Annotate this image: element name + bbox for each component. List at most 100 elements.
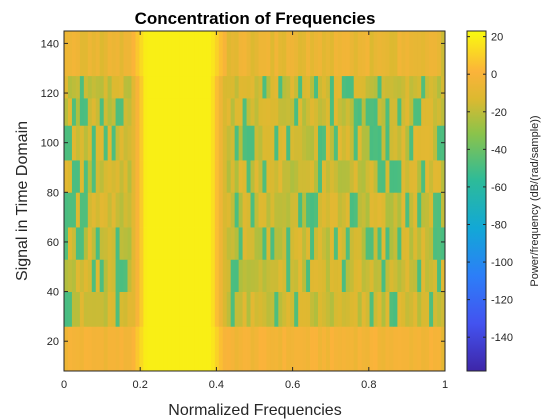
heatmap-cell <box>147 75 152 99</box>
heatmap-cell <box>95 227 101 260</box>
heatmap-cell <box>405 98 410 126</box>
heatmap-cell <box>107 125 113 161</box>
heatmap-cell <box>218 192 224 228</box>
heatmap-cell <box>385 125 390 161</box>
heatmap-cell <box>91 98 97 126</box>
heatmap-cell <box>202 259 208 292</box>
heatmap-cell <box>425 326 430 372</box>
heatmap-cell <box>274 125 279 161</box>
heatmap-cell <box>79 160 85 193</box>
heatmap-cell <box>302 75 307 99</box>
heatmap-cell <box>429 75 434 99</box>
heatmap-cell <box>397 259 402 292</box>
heatmap-cell <box>111 160 116 193</box>
heatmap-cells <box>64 31 446 372</box>
heatmap-cell <box>345 160 351 193</box>
heatmap-cell <box>87 125 93 161</box>
heatmap-cell <box>147 259 152 292</box>
heatmap-cell <box>103 31 109 77</box>
heatmap-cell <box>99 75 105 99</box>
heatmap-cell <box>437 98 442 126</box>
heatmap-cell <box>246 227 251 260</box>
heatmap-cell <box>409 227 414 260</box>
heatmap-cell <box>401 75 406 99</box>
heatmap-cell <box>401 227 406 260</box>
heatmap-cell <box>151 227 156 260</box>
heatmap-cell <box>218 31 224 77</box>
heatmap-cell <box>95 192 101 228</box>
heatmap-cell <box>393 291 398 327</box>
heatmap-cell <box>290 192 295 228</box>
heatmap-cell <box>163 227 168 260</box>
heatmap-cell <box>167 98 172 126</box>
heatmap-cell <box>417 160 422 193</box>
heatmap-cell <box>389 75 394 99</box>
heatmap-cell <box>258 160 263 193</box>
colorbar <box>466 30 487 372</box>
heatmap-cell <box>242 31 247 77</box>
heatmap-cell <box>262 227 267 260</box>
heatmap-cell <box>385 98 390 126</box>
heatmap-cell <box>302 259 307 292</box>
heatmap-cell <box>357 31 363 77</box>
heatmap-cell <box>333 192 339 228</box>
heatmap-cell <box>365 192 370 228</box>
heatmap-cell <box>194 160 200 193</box>
heatmap-cell <box>258 326 263 372</box>
colorbar-label: Power/frequency (dB/(rad/sample)) <box>529 115 541 286</box>
x-tick-label: 0.2 <box>133 379 148 391</box>
heatmap-cell <box>413 125 418 161</box>
heatmap-cell <box>159 291 164 327</box>
heatmap-cell <box>258 31 263 77</box>
heatmap-cell <box>167 326 172 372</box>
heatmap-cell <box>206 259 212 292</box>
heatmap-cell <box>401 31 406 77</box>
heatmap-cell <box>67 192 73 228</box>
heatmap-cell <box>115 160 120 193</box>
heatmap-cell <box>83 326 89 372</box>
heatmap-cell <box>183 259 188 292</box>
heatmap-cell <box>385 75 390 99</box>
heatmap-cell <box>349 98 355 126</box>
heatmap-cell <box>437 31 442 77</box>
heatmap-cell <box>425 98 430 126</box>
heatmap-cell <box>79 259 85 292</box>
heatmap-cell <box>202 192 208 228</box>
heatmap-cell <box>139 125 144 161</box>
heatmap-cell <box>429 160 434 193</box>
heatmap-cell <box>389 326 394 372</box>
heatmap-cell <box>369 192 374 228</box>
heatmap-cell <box>349 160 355 193</box>
heatmap-cell <box>151 75 156 99</box>
heatmap-cell <box>222 160 228 193</box>
heatmap-cell <box>381 192 386 228</box>
heatmap-cell <box>127 326 132 372</box>
heatmap-cell <box>282 31 287 77</box>
heatmap-cell <box>103 259 109 292</box>
heatmap-cell <box>361 259 367 292</box>
heatmap-cell <box>167 75 172 99</box>
heatmap-cell <box>143 326 148 372</box>
heatmap-cell <box>345 227 351 260</box>
y-tick-label: 20 <box>47 336 59 348</box>
heatmap-cell <box>91 259 97 292</box>
heatmap-cell <box>337 125 343 161</box>
heatmap-cell <box>64 75 69 99</box>
heatmap-cell <box>270 160 275 193</box>
heatmap-cell <box>87 291 93 327</box>
heatmap-cell <box>214 326 220 372</box>
heatmap-cell <box>329 160 335 193</box>
heatmap-cell <box>345 75 351 99</box>
heatmap-cell <box>119 227 124 260</box>
heatmap-cell <box>64 326 69 372</box>
heatmap-cell <box>119 160 124 193</box>
heatmap-cell <box>79 98 85 126</box>
heatmap-cell <box>290 31 295 77</box>
heatmap-cell <box>266 259 271 292</box>
heatmap-cell <box>325 227 331 260</box>
heatmap-cell <box>175 31 180 77</box>
heatmap-cell <box>294 326 299 372</box>
heatmap-cell <box>254 291 259 327</box>
heatmap-cell <box>79 326 85 372</box>
heatmap-cell <box>310 31 315 77</box>
